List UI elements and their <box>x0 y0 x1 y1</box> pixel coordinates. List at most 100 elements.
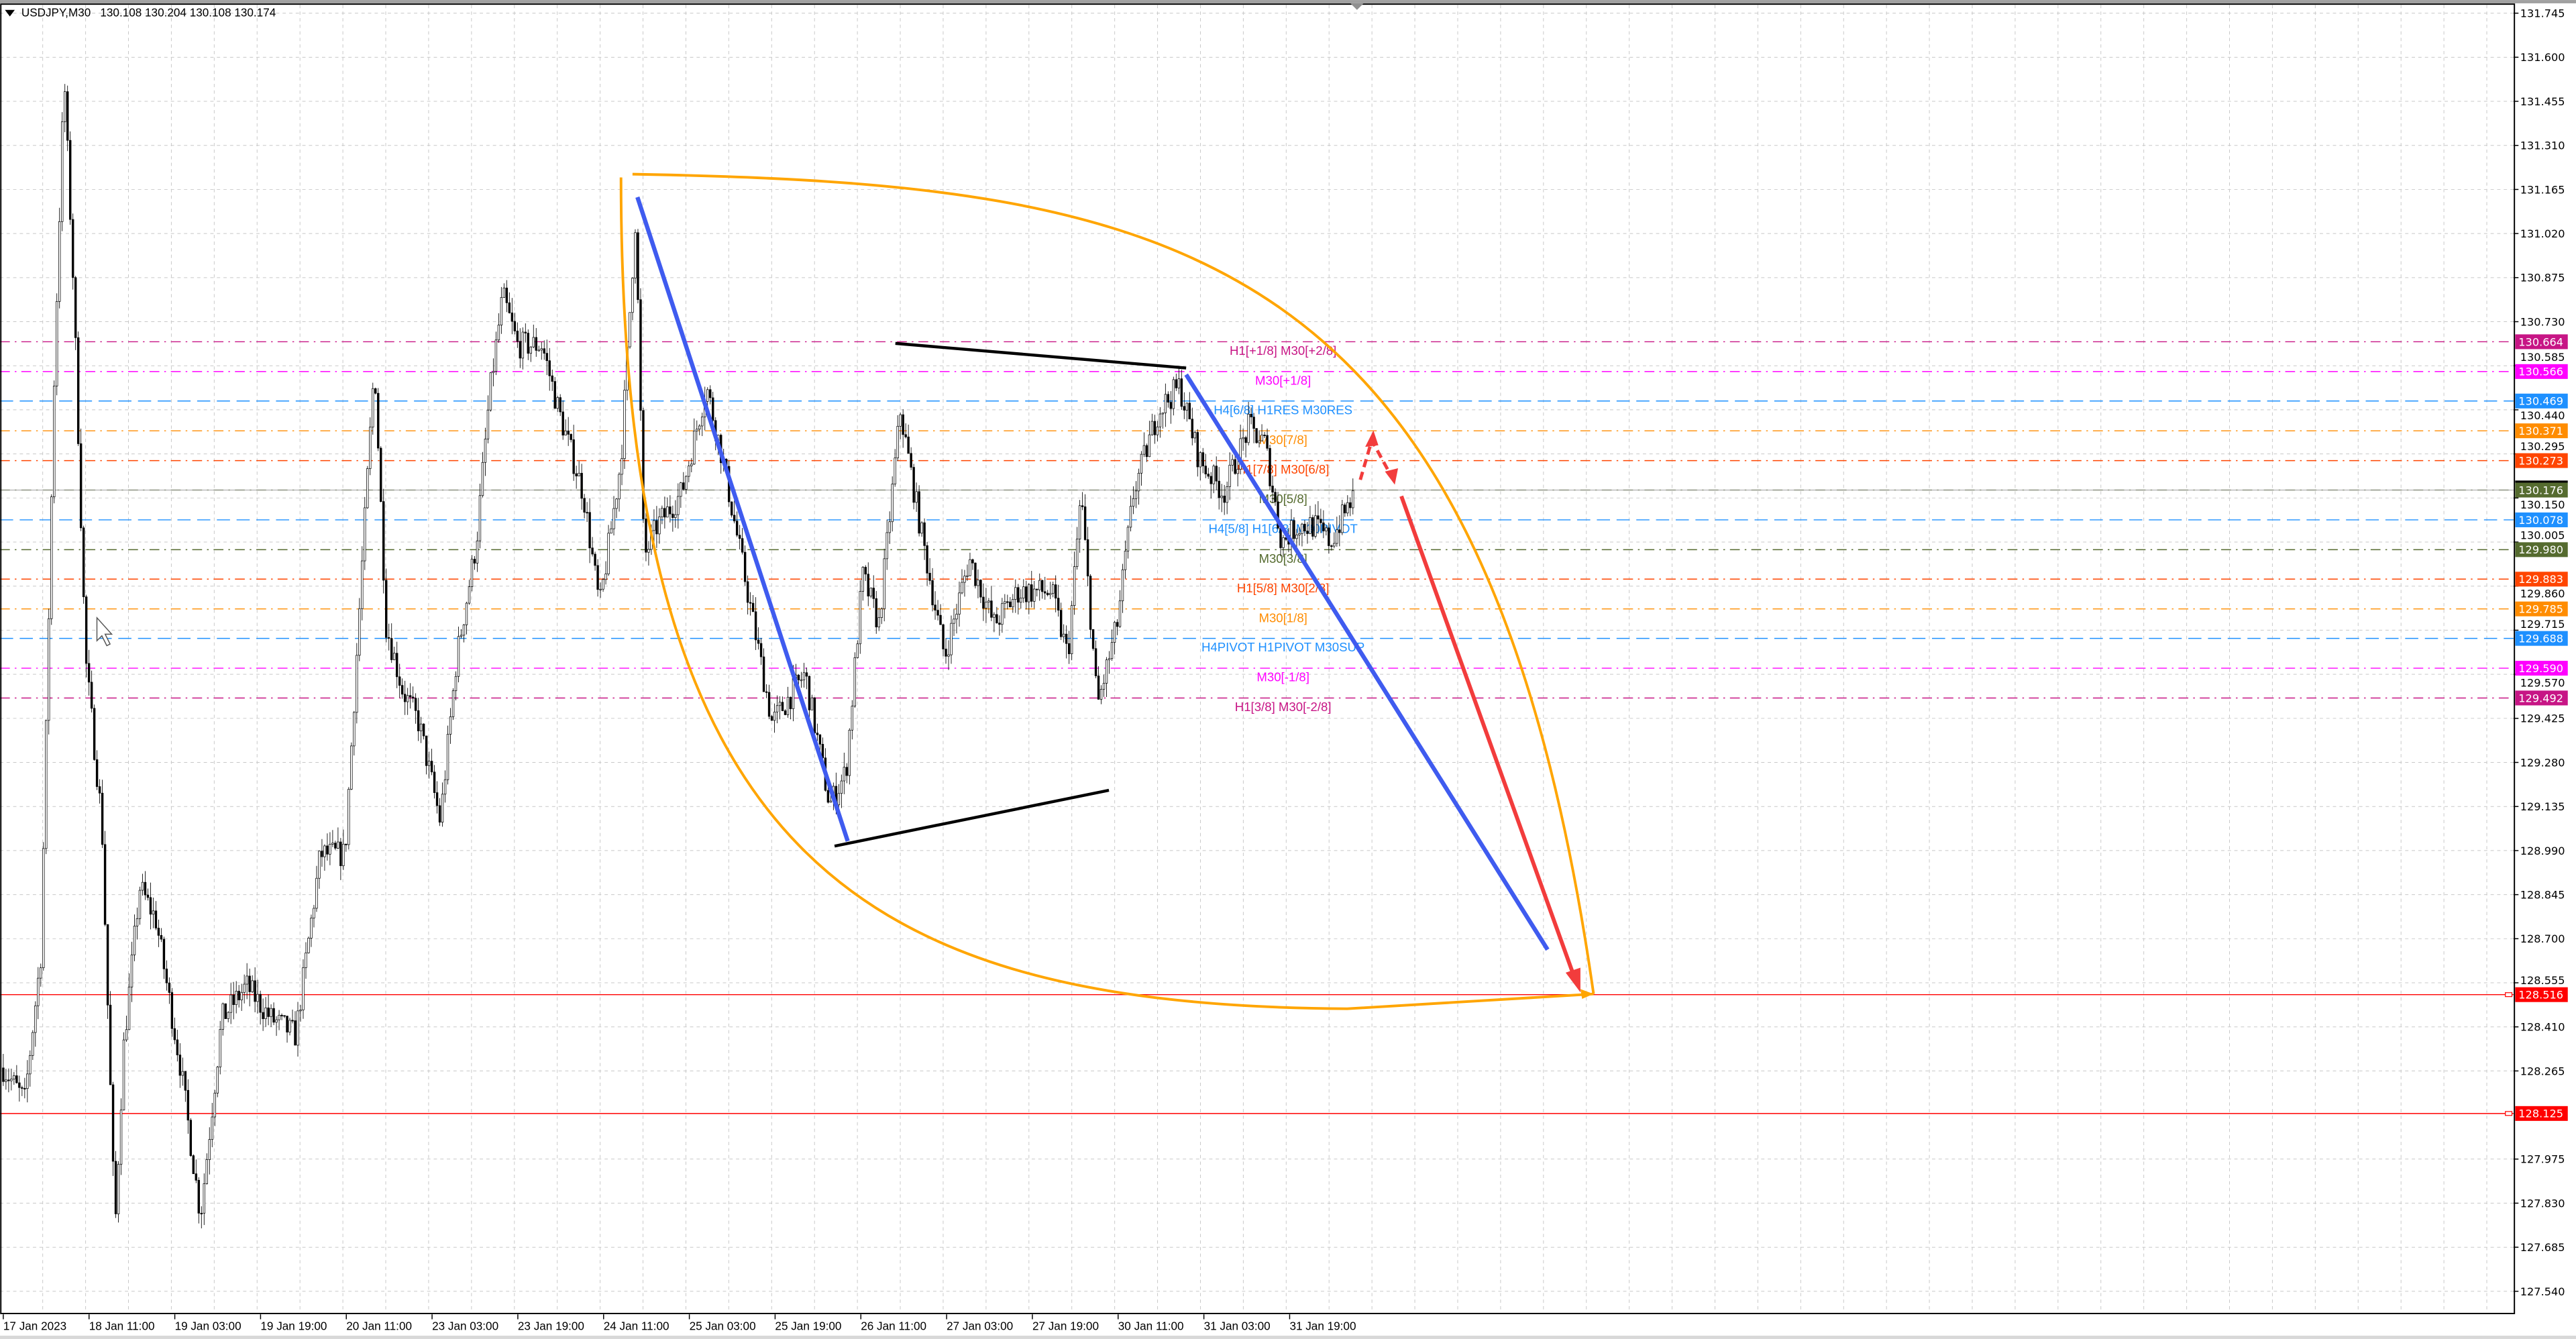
candle-body <box>154 910 158 928</box>
level-price-badge <box>2515 364 2568 379</box>
candle-body <box>1057 598 1060 610</box>
candle-body <box>1279 527 1282 548</box>
candle-body <box>1282 537 1285 548</box>
line-handle[interactable] <box>2505 1111 2513 1116</box>
channel-curve-bottom[interactable] <box>619 177 1594 1010</box>
candle-body <box>342 843 345 866</box>
level-price-label: 129.883 <box>2518 573 2563 586</box>
candle-body <box>883 558 885 609</box>
forecast-arrow[interactable] <box>1399 495 1576 977</box>
candle-body <box>170 992 174 1029</box>
candle-body <box>773 711 776 721</box>
forecast-arrowhead <box>1565 967 1580 993</box>
level-price-badge <box>2515 482 2568 498</box>
candle-body <box>800 680 803 682</box>
time-axis[interactable]: 17 Jan 2023 18 Jan 11:00 19 Jan 03:00 19 Ja… <box>3 1314 1356 1332</box>
candle-body <box>1183 406 1186 411</box>
wedge-line-top[interactable] <box>895 341 1187 370</box>
candle-body <box>511 313 514 322</box>
dashed-arrowhead-up <box>1365 430 1379 447</box>
candle-body <box>1228 464 1231 487</box>
candle-body <box>331 843 334 845</box>
level-price-label: 130.371 <box>2518 425 2563 437</box>
candle-body <box>173 1028 176 1040</box>
candle-body <box>1126 527 1130 551</box>
candle-body <box>1255 428 1258 443</box>
candle-body <box>1185 403 1189 411</box>
trend-line-2[interactable] <box>1184 373 1550 951</box>
candle-body <box>48 618 50 721</box>
candle-body <box>1142 445 1146 455</box>
price-tick-label: 129.570 <box>2520 676 2565 689</box>
line-handle[interactable] <box>2505 992 2513 998</box>
candle-body <box>891 484 894 523</box>
wedge-line-bottom[interactable] <box>834 788 1110 848</box>
trend-line-1[interactable] <box>635 196 850 842</box>
candle-body <box>243 983 246 993</box>
bottom-border <box>0 1336 2576 1339</box>
candle-body <box>87 663 91 683</box>
price-tick-label: 130.150 <box>2520 498 2565 511</box>
candle-body <box>130 954 133 987</box>
candle-body <box>580 472 583 499</box>
candle-body <box>1346 502 1349 514</box>
level-label: H1[3/8] M30[-2/8] <box>1235 700 1332 714</box>
line-price-badge <box>2515 987 2568 1002</box>
candle-body <box>427 761 431 766</box>
candle-body <box>1191 419 1193 439</box>
top-border <box>0 0 2576 3</box>
candle-body <box>1258 440 1260 443</box>
candle-body <box>918 491 920 534</box>
candle-body <box>505 287 508 303</box>
price-axis[interactable]: 131.745 131.600 131.455 131.310 131.165 131.0… <box>2513 7 2568 1298</box>
candle-body <box>21 1087 23 1089</box>
candle-body <box>339 841 342 866</box>
candle-body <box>197 1179 201 1214</box>
price-tick-label: 130.730 <box>2520 315 2565 328</box>
candle-body <box>642 410 645 519</box>
candle-body <box>607 533 610 574</box>
level-label: H1[+1/8] M30[+2/8] <box>1230 343 1336 358</box>
candle-body <box>219 1029 221 1067</box>
candle-body <box>810 697 814 710</box>
candle-body <box>1148 434 1151 458</box>
candle-body <box>1161 413 1165 415</box>
price-tick-label: 127.975 <box>2520 1153 2565 1166</box>
candle-body <box>570 434 572 440</box>
candle-body <box>2 1067 5 1082</box>
candle-body <box>1260 435 1263 441</box>
plot-frame <box>0 3 2516 1314</box>
channel-curve-top[interactable] <box>632 172 1595 994</box>
candle-body <box>623 390 626 459</box>
candle-body <box>388 637 390 639</box>
candle-body <box>1274 492 1277 502</box>
candle-body <box>275 1019 278 1023</box>
time-tick-label: 23 Jan 03:00 <box>432 1319 498 1332</box>
candle-body <box>1097 676 1100 700</box>
candle-body <box>910 453 912 468</box>
chart-shift-marker-icon[interactable] <box>1350 3 1364 10</box>
candle-body <box>789 696 792 709</box>
candle-body <box>543 348 545 354</box>
candle-body <box>435 792 439 806</box>
time-tick-label: 27 Jan 19:00 <box>1032 1319 1099 1332</box>
time-tick-label: 30 Jan 11:00 <box>1118 1319 1184 1332</box>
candle-body <box>872 588 875 599</box>
candle-body <box>1207 474 1210 477</box>
candle-body <box>661 508 663 517</box>
candle-body <box>920 522 923 534</box>
candle-body <box>818 734 822 745</box>
candle-body <box>337 841 339 849</box>
level-label: H1[7/8] M30[6/8] <box>1237 462 1330 476</box>
candle-body <box>797 674 800 680</box>
candle-body <box>1044 591 1046 594</box>
candle-body <box>575 473 578 477</box>
time-tick-label: 24 Jan 11:00 <box>604 1319 669 1332</box>
candle-body <box>979 580 982 598</box>
triangle-down-icon[interactable] <box>5 9 15 17</box>
line-price-label: 128.125 <box>2518 1108 2563 1120</box>
candle-body <box>621 458 623 475</box>
candle-body <box>1110 642 1114 659</box>
candle-body <box>786 696 790 715</box>
